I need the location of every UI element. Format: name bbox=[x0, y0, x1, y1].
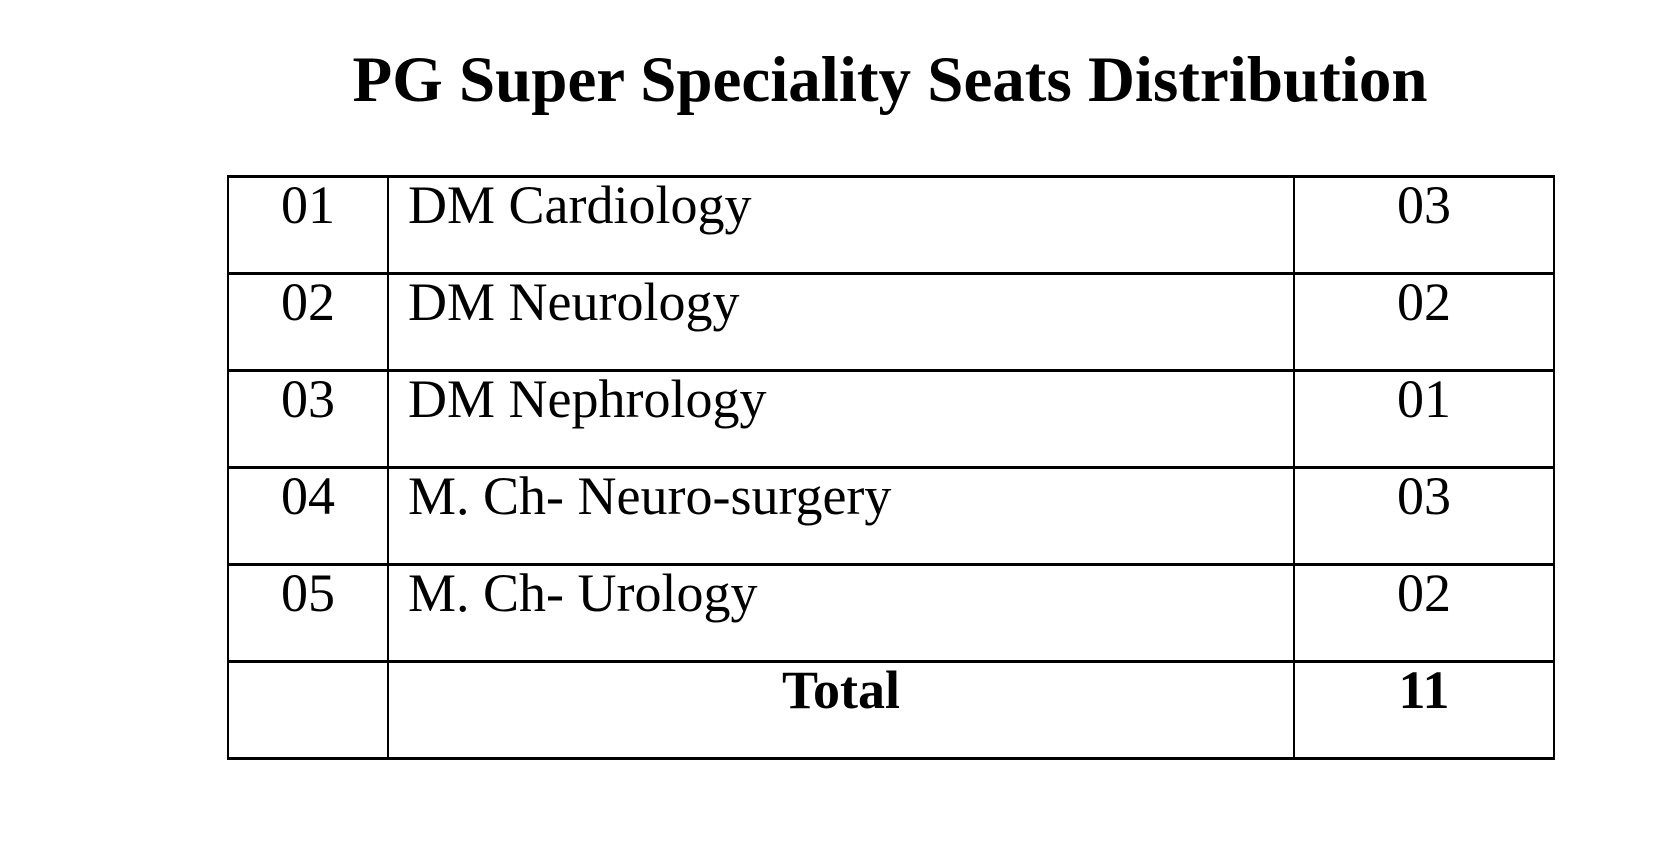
speciality-cell: M. Ch- Urology bbox=[387, 563, 1295, 663]
page-title: PG Super Speciality Seats Distribution bbox=[352, 44, 1428, 116]
total-row: Total 11 bbox=[227, 660, 1555, 760]
seats-table: 01 DM Cardiology 03 02 DM Neurology 02 0… bbox=[227, 175, 1555, 760]
serial-cell: 01 bbox=[227, 175, 389, 275]
total-value-cell: 11 bbox=[1293, 660, 1555, 760]
serial-cell: 03 bbox=[227, 369, 389, 469]
speciality-cell: DM Nephrology bbox=[387, 369, 1295, 469]
serial-cell: 04 bbox=[227, 466, 389, 566]
table-row: 03 DM Nephrology 01 bbox=[227, 369, 1555, 469]
serial-cell: 05 bbox=[227, 563, 389, 663]
seats-cell: 03 bbox=[1293, 466, 1555, 566]
table-row: 01 DM Cardiology 03 bbox=[227, 175, 1555, 275]
seats-cell: 02 bbox=[1293, 272, 1555, 372]
seats-cell: 03 bbox=[1293, 175, 1555, 275]
total-label-cell: Total bbox=[387, 660, 1295, 760]
speciality-cell: M. Ch- Neuro-surgery bbox=[387, 466, 1295, 566]
total-empty-cell bbox=[227, 660, 389, 760]
table-row: 02 DM Neurology 02 bbox=[227, 272, 1555, 372]
seats-cell: 02 bbox=[1293, 563, 1555, 663]
table-row: 04 M. Ch- Neuro-surgery 03 bbox=[227, 466, 1555, 566]
table-row: 05 M. Ch- Urology 02 bbox=[227, 563, 1555, 663]
seats-cell: 01 bbox=[1293, 369, 1555, 469]
speciality-cell: DM Cardiology bbox=[387, 175, 1295, 275]
speciality-cell: DM Neurology bbox=[387, 272, 1295, 372]
serial-cell: 02 bbox=[227, 272, 389, 372]
